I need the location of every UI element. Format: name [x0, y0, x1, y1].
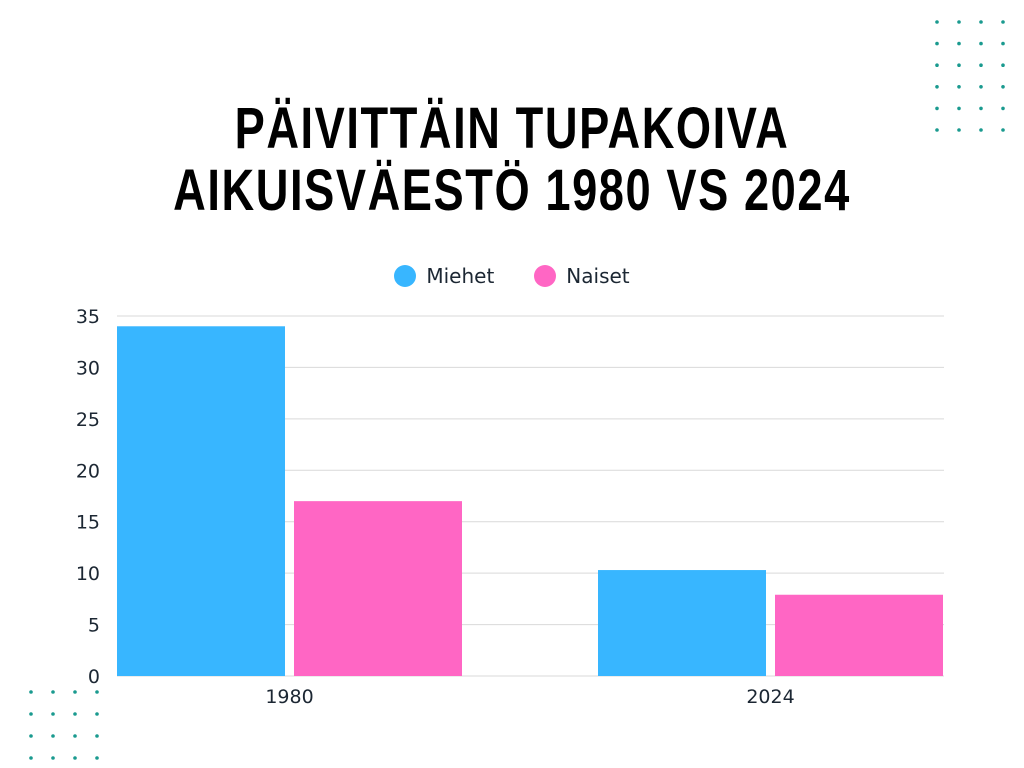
chart-title: PÄIVITTÄIN TUPAKOIVA AIKUISVÄESTÖ 1980 V…: [113, 98, 912, 222]
decorative-dot: [957, 63, 961, 67]
x-tick-label: 2024: [746, 686, 794, 708]
decorative-dot: [29, 734, 33, 738]
decorative-dot: [957, 41, 961, 46]
decorative-dot: [979, 128, 983, 132]
decorative-dot: [935, 41, 939, 46]
decorative-dot: [73, 712, 77, 716]
x-tick-label: 1980: [265, 686, 313, 708]
decorative-dot: [95, 690, 99, 694]
decorative-dot: [1001, 85, 1005, 89]
decorative-dot: [979, 63, 983, 67]
decorative-dot: [51, 734, 55, 738]
decorative-dot: [51, 712, 55, 716]
y-tick-label: 25: [76, 409, 100, 431]
decorative-dot: [95, 734, 99, 738]
decorative-dot: [935, 20, 939, 24]
decorative-dot: [1001, 20, 1005, 24]
y-tick-label: 10: [76, 563, 100, 585]
bar-naiset-2024: [775, 594, 943, 676]
decorative-dot: [29, 712, 33, 716]
decorative-dot: [73, 734, 77, 738]
bar-miehet-2024: [598, 570, 766, 676]
decorative-dot: [979, 85, 983, 89]
decorative-dot: [95, 712, 99, 716]
legend-swatch-miehet: [394, 265, 417, 287]
decorative-dot: [95, 756, 99, 760]
decorative-dot: [935, 85, 939, 89]
legend-item-naiset: Naiset: [534, 264, 630, 288]
decorative-dot: [29, 756, 33, 760]
decorative-dot: [979, 20, 983, 24]
decorative-dot: [51, 756, 55, 760]
y-tick-label: 35: [76, 306, 100, 328]
decorative-dot: [979, 106, 983, 111]
y-tick-label: 20: [76, 460, 100, 482]
decorative-dot: [935, 106, 939, 111]
decorative-dot: [957, 20, 961, 24]
decorative-dot: [1001, 106, 1005, 111]
decorative-dot: [51, 690, 55, 694]
y-tick-label: 0: [88, 666, 100, 688]
decorative-dot: [935, 63, 939, 67]
title-line-2: AIKUISVÄESTÖ 1980 VS 2024: [173, 158, 851, 223]
legend-label-miehet: Miehet: [426, 264, 495, 288]
bar-naiset-1980: [294, 501, 462, 676]
decorative-dot: [1001, 128, 1005, 132]
title-line-1: PÄIVITTÄIN TUPAKOIVA: [234, 96, 790, 161]
decorative-dot: [73, 690, 77, 694]
y-tick-label: 30: [76, 357, 100, 379]
decorative-dot: [1001, 41, 1005, 46]
y-tick-label: 5: [88, 615, 100, 637]
decorative-dot: [73, 756, 77, 760]
legend-label-naiset: Naiset: [566, 264, 630, 288]
decorative-dot: [935, 128, 939, 132]
decorative-dot: [957, 106, 961, 111]
y-tick-label: 15: [76, 512, 100, 534]
decorative-dot: [957, 128, 961, 132]
decorative-dot: [1001, 63, 1005, 67]
legend-item-miehet: Miehet: [394, 264, 494, 288]
legend-swatch-naiset: [534, 265, 557, 287]
bar-miehet-1980: [117, 326, 285, 676]
legend: Miehet Naiset: [0, 264, 1024, 288]
decorative-dot: [29, 690, 33, 694]
decorative-dot: [957, 85, 961, 89]
decorative-dot: [979, 41, 983, 46]
